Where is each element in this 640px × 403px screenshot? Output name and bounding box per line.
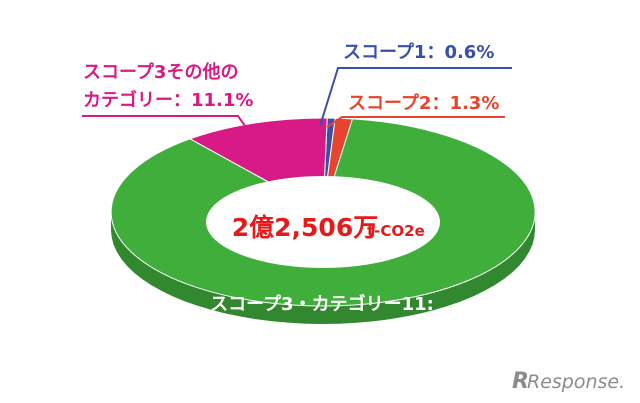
leader-line-scope2 <box>326 116 505 128</box>
watermark-text: Response. <box>527 371 625 393</box>
slice-label-scope3-other-line1: スコープ3その他の <box>83 61 238 83</box>
leader-line-scope3-other <box>82 115 256 141</box>
response-logo: R Response. <box>512 369 625 394</box>
watermark-r-glyph: R <box>512 369 529 394</box>
slice-label-scope3-other-line2: カテゴリー：11.1% <box>83 89 253 111</box>
center-total-label: 2億2,506万 <box>232 213 378 242</box>
slice-label-scope1: スコープ1：0.6% <box>343 41 494 63</box>
slice-label-scope3-cat11-line1: スコープ3・カテゴリー11: <box>210 293 434 315</box>
center-unit-label: t-CO2e <box>367 222 425 240</box>
slice-label-scope3-cat11-line2: 87.0% <box>287 321 349 342</box>
slice-side-scope3-cat11 <box>111 212 535 324</box>
donut-hole <box>206 176 440 268</box>
leader-line-scope1 <box>319 67 512 127</box>
leader-lines <box>82 67 512 141</box>
pie-3d-side <box>111 212 535 324</box>
slice-label-scope2: スコープ2：1.3% <box>348 92 499 114</box>
